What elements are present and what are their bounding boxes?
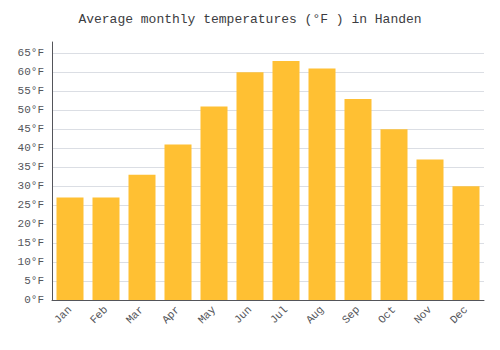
svg-text:Apr: Apr [160, 304, 182, 326]
svg-text:0°F: 0°F [24, 294, 44, 306]
svg-text:Dec: Dec [448, 304, 470, 326]
svg-text:Nov: Nov [412, 303, 435, 326]
svg-text:30°F: 30°F [18, 180, 44, 192]
svg-text:45°F: 45°F [18, 123, 44, 135]
svg-text:60°F: 60°F [18, 66, 44, 78]
svg-text:May: May [196, 303, 219, 326]
svg-text:50°F: 50°F [18, 104, 44, 116]
svg-text:35°F: 35°F [18, 161, 44, 173]
svg-text:Jun: Jun [232, 304, 254, 326]
svg-text:Feb: Feb [88, 304, 110, 326]
svg-text:Oct: Oct [376, 304, 398, 326]
svg-text:10°F: 10°F [18, 256, 44, 268]
svg-text:15°F: 15°F [18, 237, 44, 249]
svg-text:5°F: 5°F [24, 275, 44, 287]
svg-text:65°F: 65°F [18, 47, 44, 59]
svg-text:Mar: Mar [124, 304, 146, 326]
svg-text:Average monthly temperatures (: Average monthly temperatures (°F ) in Ha… [78, 12, 421, 27]
svg-text:Jul: Jul [268, 304, 290, 326]
svg-text:40°F: 40°F [18, 142, 44, 154]
svg-text:55°F: 55°F [18, 85, 44, 97]
svg-text:Jan: Jan [52, 304, 74, 326]
svg-text:20°F: 20°F [18, 218, 44, 230]
svg-text:Aug: Aug [304, 304, 326, 326]
svg-text:25°F: 25°F [18, 199, 44, 211]
svg-text:Sep: Sep [340, 304, 362, 326]
